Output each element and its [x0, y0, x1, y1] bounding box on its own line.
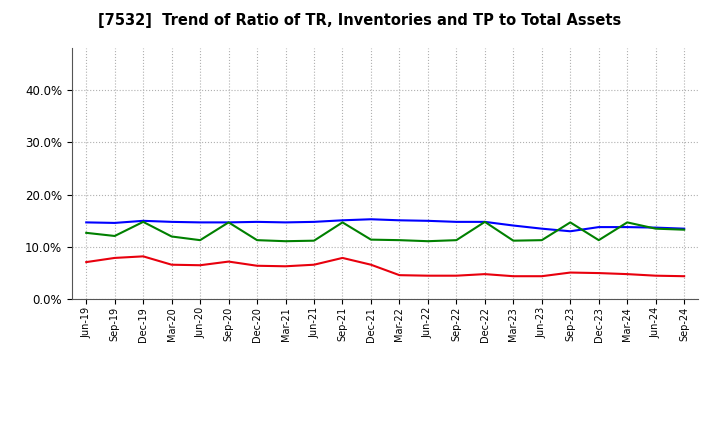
Trade Receivables — [652, 273, 660, 279]
Trade Payables — [82, 230, 91, 235]
Inventories — [509, 223, 518, 228]
Trade Payables — [196, 238, 204, 243]
Trade Payables — [537, 238, 546, 243]
Trade Payables — [509, 238, 518, 243]
Legend: Trade Receivables, Inventories, Trade Payables: Trade Receivables, Inventories, Trade Pa… — [161, 436, 610, 440]
Trade Receivables — [623, 271, 631, 277]
Inventories — [82, 220, 91, 225]
Inventories — [395, 218, 404, 223]
Trade Payables — [253, 238, 261, 243]
Trade Payables — [225, 220, 233, 225]
Trade Receivables — [537, 274, 546, 279]
Trade Receivables — [395, 272, 404, 278]
Trade Payables — [480, 219, 489, 224]
Trade Receivables — [423, 273, 432, 279]
Inventories — [139, 218, 148, 224]
Line: Trade Receivables: Trade Receivables — [86, 257, 684, 276]
Trade Receivables — [595, 271, 603, 276]
Inventories — [452, 219, 461, 224]
Trade Payables — [680, 227, 688, 232]
Trade Receivables — [167, 262, 176, 268]
Trade Payables — [338, 220, 347, 225]
Inventories — [310, 219, 318, 224]
Trade Receivables — [452, 273, 461, 279]
Trade Receivables — [139, 254, 148, 259]
Trade Receivables — [366, 262, 375, 268]
Trade Payables — [366, 237, 375, 242]
Trade Receivables — [282, 264, 290, 269]
Trade Payables — [595, 238, 603, 243]
Trade Receivables — [480, 271, 489, 277]
Trade Receivables — [82, 260, 91, 265]
Inventories — [652, 225, 660, 230]
Trade Payables — [566, 220, 575, 225]
Line: Inventories: Inventories — [86, 219, 684, 231]
Line: Trade Payables: Trade Payables — [86, 222, 684, 241]
Text: [7532]  Trend of Ratio of TR, Inventories and TP to Total Assets: [7532] Trend of Ratio of TR, Inventories… — [99, 13, 621, 28]
Trade Receivables — [310, 262, 318, 268]
Inventories — [623, 224, 631, 230]
Trade Payables — [423, 238, 432, 244]
Trade Payables — [452, 238, 461, 243]
Inventories — [423, 218, 432, 224]
Trade Receivables — [509, 274, 518, 279]
Inventories — [282, 220, 290, 225]
Trade Receivables — [196, 263, 204, 268]
Inventories — [338, 218, 347, 223]
Inventories — [680, 226, 688, 231]
Inventories — [110, 220, 119, 226]
Inventories — [253, 219, 261, 224]
Trade Payables — [167, 234, 176, 239]
Inventories — [537, 226, 546, 231]
Inventories — [595, 224, 603, 230]
Trade Receivables — [566, 270, 575, 275]
Trade Payables — [110, 233, 119, 238]
Inventories — [167, 219, 176, 224]
Trade Receivables — [680, 274, 688, 279]
Inventories — [196, 220, 204, 225]
Trade Payables — [395, 238, 404, 243]
Trade Payables — [623, 220, 631, 225]
Trade Payables — [310, 238, 318, 243]
Trade Payables — [282, 238, 290, 244]
Trade Receivables — [338, 255, 347, 260]
Trade Receivables — [110, 255, 119, 260]
Inventories — [366, 216, 375, 222]
Trade Receivables — [253, 263, 261, 268]
Inventories — [566, 229, 575, 234]
Inventories — [225, 220, 233, 225]
Inventories — [480, 219, 489, 224]
Trade Payables — [652, 226, 660, 231]
Trade Receivables — [225, 259, 233, 264]
Trade Payables — [139, 219, 148, 224]
